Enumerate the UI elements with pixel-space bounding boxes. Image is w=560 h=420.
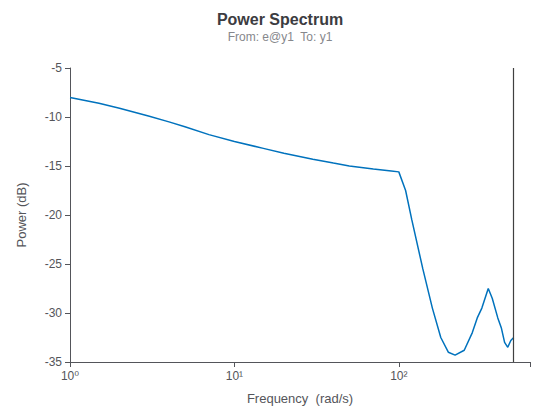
svg-text:10¹: 10¹ [226, 369, 243, 383]
svg-text:-35: -35 [45, 355, 63, 369]
svg-text:10²: 10² [390, 369, 407, 383]
svg-text:-5: -5 [51, 61, 62, 75]
svg-text:Power Spectrum: Power Spectrum [217, 11, 343, 28]
svg-text:-25: -25 [45, 257, 63, 271]
svg-text:Power (dB): Power (dB) [14, 182, 29, 247]
svg-text:-30: -30 [45, 306, 63, 320]
svg-text:-15: -15 [45, 159, 63, 173]
svg-text:-10: -10 [45, 110, 63, 124]
svg-text:10⁰: 10⁰ [61, 369, 79, 383]
svg-text:Frequency (rad/s): Frequency (rad/s) [247, 391, 353, 406]
svg-text:-20: -20 [45, 208, 63, 222]
svg-text:From: e@y1 To: y1: From: e@y1 To: y1 [228, 30, 333, 44]
